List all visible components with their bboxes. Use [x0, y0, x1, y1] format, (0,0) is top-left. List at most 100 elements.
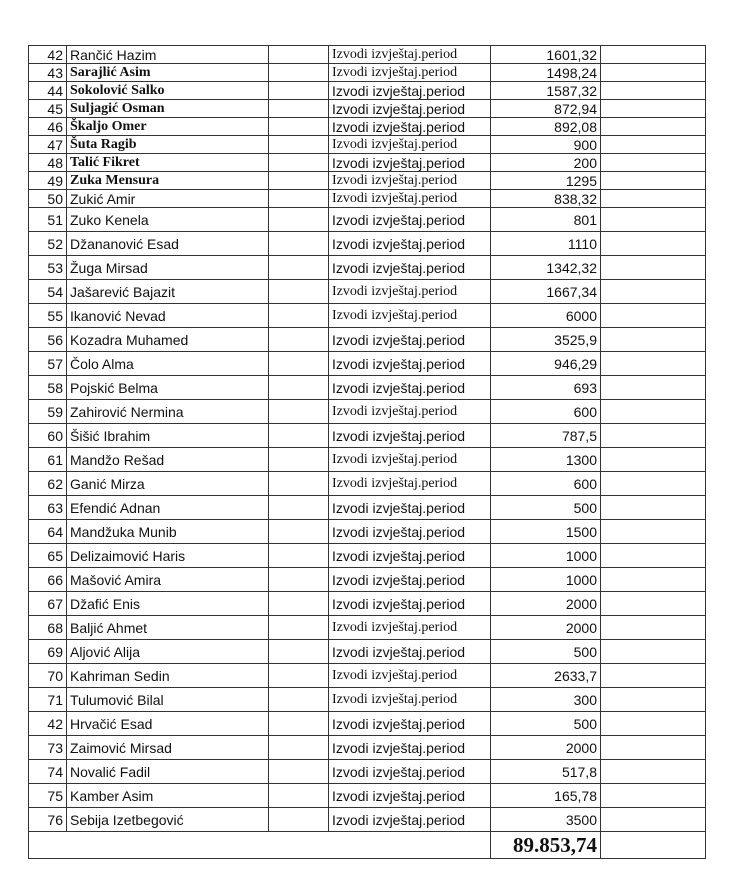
empty-cell	[600, 63, 706, 82]
empty-cell	[600, 735, 706, 760]
table-row: 67 Džafić Enis Izvodi izvještaj.period 2000	[28, 591, 706, 616]
amount: 900	[490, 135, 601, 154]
person-name: Sarajlić Asim	[66, 63, 269, 82]
empty-cell	[600, 375, 706, 400]
description: Izvodi izvještaj.period	[328, 519, 491, 544]
person-name: Sokolović Salko	[66, 81, 269, 100]
empty-cell	[268, 399, 329, 424]
empty-cell	[268, 423, 329, 448]
description: Izvodi izvještaj.period	[328, 303, 491, 328]
person-name: Kahriman Sedin	[66, 663, 269, 688]
table-row: 70 Kahriman Sedin Izvodi izvještaj.period 2…	[28, 663, 706, 688]
empty-cell	[268, 591, 329, 616]
table-row: 45 Suljagić Osman Izvodi izvještaj.period 8…	[28, 99, 706, 118]
row-number: 63	[28, 495, 67, 520]
empty-cell	[268, 639, 329, 664]
row-number: 53	[28, 255, 67, 280]
table-row: 51 Zuko Kenela Izvodi izvještaj.period 801	[28, 207, 706, 232]
empty-cell	[600, 615, 706, 640]
empty-cell	[268, 45, 329, 64]
table-row: 73 Zaimović Mirsad Izvodi izvještaj.period…	[28, 735, 706, 760]
description: Izvodi izvještaj.period	[328, 663, 491, 688]
empty-cell	[268, 171, 329, 190]
amount: 600	[490, 399, 601, 424]
row-number: 74	[28, 759, 67, 784]
empty-cell	[268, 783, 329, 808]
person-name: Čolo Alma	[66, 351, 269, 376]
table-row: 74 Novalić Fadil Izvodi izvještaj.period 51…	[28, 759, 706, 784]
table-row: 53 Žuga Mirsad Izvodi izvještaj.period 1342…	[28, 255, 706, 280]
empty-cell	[268, 663, 329, 688]
table-row: 65 Delizaimović Haris Izvodi izvještaj.per…	[28, 543, 706, 568]
person-name: Kamber Asim	[66, 783, 269, 808]
description: Izvodi izvještaj.period	[328, 231, 491, 256]
person-name: Novalić Fadil	[66, 759, 269, 784]
amount: 1295	[490, 171, 601, 190]
table-row: 43 Sarajlić Asim Izvodi izvještaj.period 14…	[28, 63, 706, 82]
empty-cell	[268, 519, 329, 544]
empty-cell	[268, 807, 329, 832]
empty-cell	[600, 519, 706, 544]
amount: 2633,7	[490, 663, 601, 688]
person-name: Zahirović Nermina	[66, 399, 269, 424]
person-name: Šuta Ragib	[66, 135, 269, 154]
empty-cell	[600, 423, 706, 448]
amount: 1000	[490, 567, 601, 592]
person-name: Zaimović Mirsad	[66, 735, 269, 760]
amount: 500	[490, 711, 601, 736]
empty-cell	[600, 567, 706, 592]
amount: 1587,32	[490, 81, 601, 100]
table-row: 55 Ikanović Nevad Izvodi izvještaj.period 6…	[28, 303, 706, 328]
amount: 3525,9	[490, 327, 601, 352]
person-name: Rančić Hazim	[66, 45, 269, 64]
row-number: 48	[28, 153, 67, 172]
empty-cell	[268, 207, 329, 232]
row-number: 45	[28, 99, 67, 118]
row-number: 49	[28, 171, 67, 190]
empty-cell	[268, 327, 329, 352]
person-name: Ikanović Nevad	[66, 303, 269, 328]
row-number: 57	[28, 351, 67, 376]
payments-table: 42 Rančić Hazim Izvodi izvještaj.period 160…	[28, 45, 706, 859]
row-number: 52	[28, 231, 67, 256]
description: Izvodi izvještaj.period	[328, 135, 491, 154]
person-name: Zuka Mensura	[66, 171, 269, 190]
table-row: 68 Baljić Ahmet Izvodi izvještaj.period 200…	[28, 615, 706, 640]
amount: 2000	[490, 591, 601, 616]
person-name: Šišić Ibrahim	[66, 423, 269, 448]
empty-cell	[600, 279, 706, 304]
person-name: Džananović Esad	[66, 231, 269, 256]
amount: 200	[490, 153, 601, 172]
description: Izvodi izvještaj.period	[328, 63, 491, 82]
table-row: 71 Tulumović Bilal Izvodi izvještaj.period…	[28, 687, 706, 712]
row-number: 60	[28, 423, 67, 448]
row-number: 64	[28, 519, 67, 544]
empty-cell	[268, 447, 329, 472]
empty-cell	[600, 45, 706, 64]
empty-cell	[600, 639, 706, 664]
empty-cell	[268, 117, 329, 136]
row-number: 47	[28, 135, 67, 154]
table-row: 46 Škaljo Omer Izvodi izvještaj.period 892,…	[28, 117, 706, 136]
amount: 1498,24	[490, 63, 601, 82]
table-row: 57 Čolo Alma Izvodi izvještaj.period 946,29	[28, 351, 706, 376]
empty-cell	[268, 303, 329, 328]
row-number: 70	[28, 663, 67, 688]
empty-cell	[268, 735, 329, 760]
row-number: 67	[28, 591, 67, 616]
total-row: 89.853,74	[28, 831, 706, 859]
empty-cell	[268, 495, 329, 520]
empty-cell	[600, 351, 706, 376]
person-name: Delizaimović Haris	[66, 543, 269, 568]
description: Izvodi izvještaj.period	[328, 81, 491, 100]
table-row: 42 Rančić Hazim Izvodi izvještaj.period 160…	[28, 45, 706, 64]
amount: 946,29	[490, 351, 601, 376]
row-number: 71	[28, 687, 67, 712]
table-row: 76 Sebija Izetbegović Izvodi izvještaj.per…	[28, 807, 706, 832]
description: Izvodi izvještaj.period	[328, 45, 491, 64]
total-amount: 89.853,74	[490, 831, 601, 859]
empty-cell	[600, 255, 706, 280]
description: Izvodi izvještaj.period	[328, 807, 491, 832]
empty-cell	[268, 99, 329, 118]
description: Izvodi izvještaj.period	[328, 783, 491, 808]
